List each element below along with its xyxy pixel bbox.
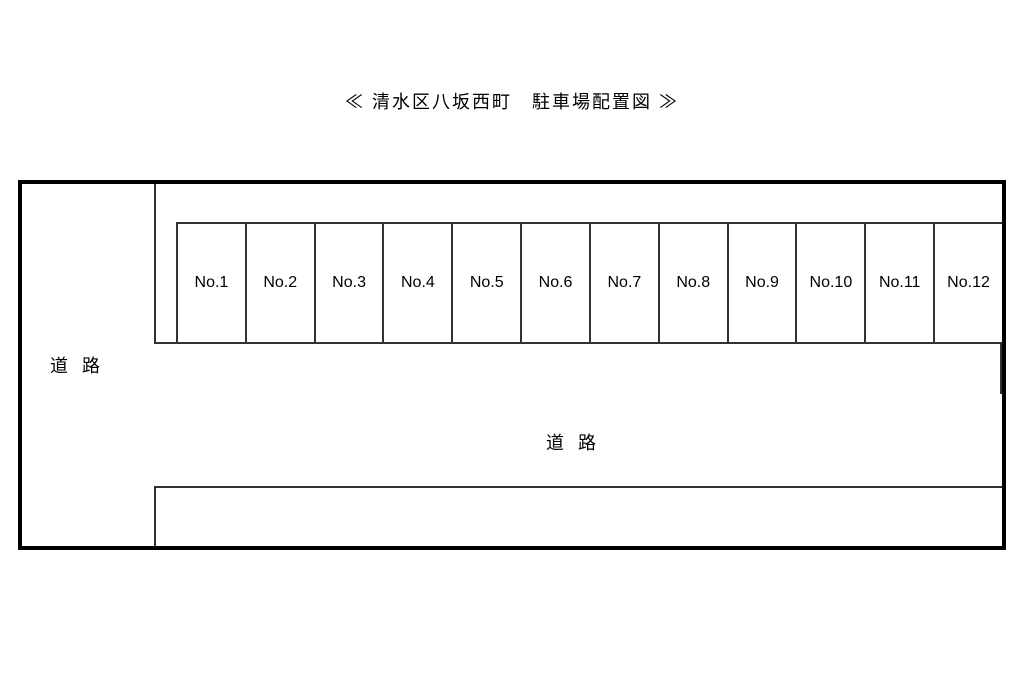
title-right-marker: ≫ [659, 92, 679, 112]
parking-slot-row: No.1 No.2 No.3 No.4 No.5 No.6 No.7 No.8 … [176, 222, 1002, 342]
parking-slot: No.1 [178, 224, 247, 342]
slot-label: No.5 [470, 274, 504, 292]
parking-upper-block: No.1 No.2 No.3 No.4 No.5 No.6 No.7 No.8 … [154, 184, 1002, 344]
parking-slot: No.4 [384, 224, 453, 342]
parking-slot: No.5 [453, 224, 522, 342]
parking-slot: No.7 [591, 224, 660, 342]
parking-slot: No.3 [316, 224, 385, 342]
slot-label: No.3 [332, 274, 366, 292]
slot-label: No.11 [879, 274, 921, 292]
parking-slot: No.8 [660, 224, 729, 342]
slot-label: No.1 [195, 274, 229, 292]
right-edge-line [1000, 344, 1002, 394]
parking-slot: No.11 [866, 224, 935, 342]
road-bottom-text: 道路 [546, 433, 610, 453]
parking-slot: No.9 [729, 224, 798, 342]
road-left-text: 道路 [50, 352, 114, 378]
slot-label: No.9 [745, 274, 779, 292]
road-label-bottom: 道路 [154, 429, 1002, 455]
slot-label: No.12 [947, 274, 990, 292]
lower-block [154, 486, 1002, 546]
road-label-left: 道路 [22, 184, 142, 546]
parking-slot: No.10 [797, 224, 866, 342]
parking-slot: No.6 [522, 224, 591, 342]
slot-label: No.10 [810, 274, 853, 292]
parking-layout-diagram: 道路 No.1 No.2 No.3 No.4 No.5 No.6 No.7 No… [18, 180, 1006, 550]
slot-label: No.4 [401, 274, 435, 292]
diagram-title: ≪ 清水区八坂西町 駐車場配置図 ≫ [0, 0, 1024, 114]
parking-slot: No.12 [935, 224, 1002, 342]
slot-label: No.6 [539, 274, 573, 292]
slot-label: No.8 [676, 274, 710, 292]
parking-slot: No.2 [247, 224, 316, 342]
slot-label: No.2 [263, 274, 297, 292]
slot-label: No.7 [607, 274, 641, 292]
title-left-marker: ≪ [345, 92, 365, 112]
title-text: 清水区八坂西町 駐車場配置図 [372, 92, 652, 112]
